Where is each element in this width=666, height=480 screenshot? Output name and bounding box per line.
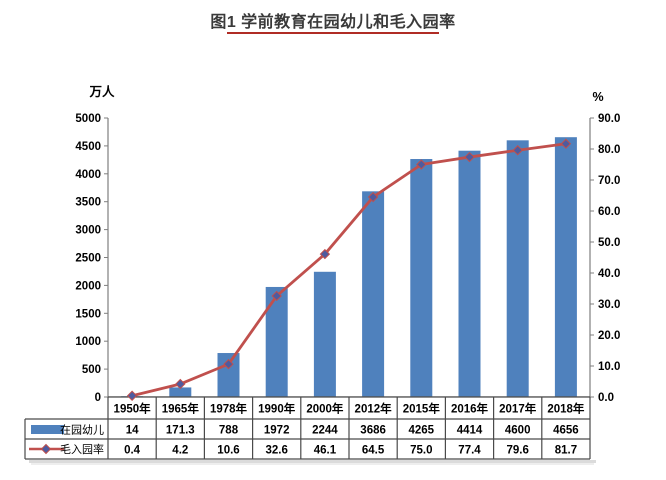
table-enrolled-value: 2244 bbox=[312, 425, 338, 437]
right-axis-tick-label: 60.0 bbox=[598, 206, 620, 218]
left-axis-tick-label: 0 bbox=[95, 392, 101, 404]
bar-2016年 bbox=[458, 150, 481, 397]
rate-marker-2015年 bbox=[416, 159, 427, 170]
table-year-label: 2016年 bbox=[451, 402, 489, 416]
bar-2000年 bbox=[313, 271, 336, 397]
table-rate-value: 75.0 bbox=[410, 445, 432, 457]
left-axis-tick-label: 3000 bbox=[75, 225, 101, 237]
bar-2012年 bbox=[362, 191, 385, 397]
left-axis-tick-label: 1500 bbox=[75, 308, 101, 320]
table-shadow bbox=[31, 463, 594, 465]
legend-line-label: 毛入园率 bbox=[60, 442, 104, 456]
rate-marker-2000年 bbox=[319, 248, 331, 260]
bar-2018年 bbox=[554, 137, 577, 398]
left-axis-tick-label: 4000 bbox=[75, 169, 101, 181]
right-axis-tick-label: 90.0 bbox=[598, 113, 620, 125]
bar-2017年 bbox=[506, 140, 529, 397]
right-axis-unit-label: % bbox=[592, 90, 603, 104]
rate-marker-1990年 bbox=[271, 290, 282, 302]
left-axis-tick-label: 5000 bbox=[75, 113, 101, 125]
table-year-label: 1990年 bbox=[258, 402, 296, 416]
left-axis-tick-label: 4500 bbox=[75, 141, 101, 153]
table-enrolled-value: 1972 bbox=[264, 425, 290, 437]
rate-marker-2018年 bbox=[560, 138, 572, 149]
right-axis-tick-label: 10.0 bbox=[598, 361, 620, 373]
table-year-label: 2012年 bbox=[355, 402, 393, 416]
left-axis-tick-label: 500 bbox=[82, 364, 101, 376]
table-rate-value: 0.4 bbox=[124, 445, 141, 457]
table-rate-value: 32.6 bbox=[266, 445, 288, 457]
table-year-label: 2018年 bbox=[547, 402, 585, 416]
table-rate-value: 77.4 bbox=[458, 445, 481, 457]
title-underline bbox=[227, 32, 439, 34]
chart-title: 图1 学前教育在园幼儿和毛入园率 bbox=[210, 14, 456, 31]
table-shadow bbox=[29, 460, 596, 463]
table-rate-value: 81.7 bbox=[555, 445, 577, 457]
right-axis-tick-label: 40.0 bbox=[598, 268, 620, 280]
left-axis-tick-label: 2000 bbox=[75, 280, 101, 292]
rate-line bbox=[131, 142, 567, 398]
table-enrolled-value: 14 bbox=[126, 425, 139, 437]
table-year-label: 1965年 bbox=[162, 402, 200, 416]
rate-marker-1950年 bbox=[126, 390, 138, 401]
left-axis-tick-label: 1000 bbox=[75, 336, 101, 348]
legend-line-marker bbox=[40, 443, 52, 455]
table-enrolled-value: 3686 bbox=[360, 425, 386, 437]
legend-bar-swatch bbox=[31, 425, 64, 434]
right-axis-tick-label: 30.0 bbox=[598, 299, 620, 311]
bar-2015年 bbox=[410, 159, 433, 397]
table-rate-value: 64.5 bbox=[362, 445, 385, 457]
table-rate-value: 79.6 bbox=[507, 445, 529, 457]
table-rate-value: 46.1 bbox=[314, 445, 337, 457]
right-axis-tick-label: 20.0 bbox=[598, 330, 620, 342]
table-year-label: 2017年 bbox=[499, 402, 537, 416]
right-axis-tick-label: 80.0 bbox=[598, 144, 620, 156]
bar-1978年 bbox=[217, 353, 240, 397]
rate-marker-2016年 bbox=[464, 151, 475, 163]
bar-1965年 bbox=[169, 387, 192, 397]
table-enrolled-value: 4656 bbox=[553, 425, 579, 437]
table-year-label: 1978年 bbox=[210, 402, 248, 416]
table-rate-value: 4.2 bbox=[172, 445, 188, 457]
left-axis-tick-label: 2500 bbox=[75, 253, 101, 265]
bar-1990年 bbox=[265, 286, 288, 397]
table-rate-value: 10.6 bbox=[217, 445, 239, 457]
left-axis-unit-label: 万人 bbox=[88, 84, 115, 99]
table-enrolled-value: 4414 bbox=[457, 425, 483, 437]
table-year-label: 2015年 bbox=[403, 402, 441, 416]
legend-bar-label: 在园幼儿 bbox=[60, 424, 104, 437]
rate-marker-1978年 bbox=[223, 358, 234, 370]
rate-marker-2017年 bbox=[512, 145, 523, 156]
rate-marker-1965年 bbox=[175, 378, 186, 390]
table-enrolled-value: 4600 bbox=[505, 425, 531, 437]
table-year-label: 2000年 bbox=[306, 402, 344, 416]
table-enrolled-value: 171.3 bbox=[166, 425, 195, 437]
rate-marker-2012年 bbox=[367, 191, 379, 203]
right-axis-tick-label: 50.0 bbox=[598, 237, 620, 249]
right-axis-tick-label: 70.0 bbox=[598, 175, 620, 187]
table-enrolled-value: 4265 bbox=[409, 425, 435, 437]
left-axis-tick-label: 3500 bbox=[75, 197, 101, 209]
table-enrolled-value: 788 bbox=[219, 425, 239, 437]
table-year-label: 1950年 bbox=[114, 402, 152, 416]
right-axis-tick-label: 0.0 bbox=[598, 392, 614, 404]
